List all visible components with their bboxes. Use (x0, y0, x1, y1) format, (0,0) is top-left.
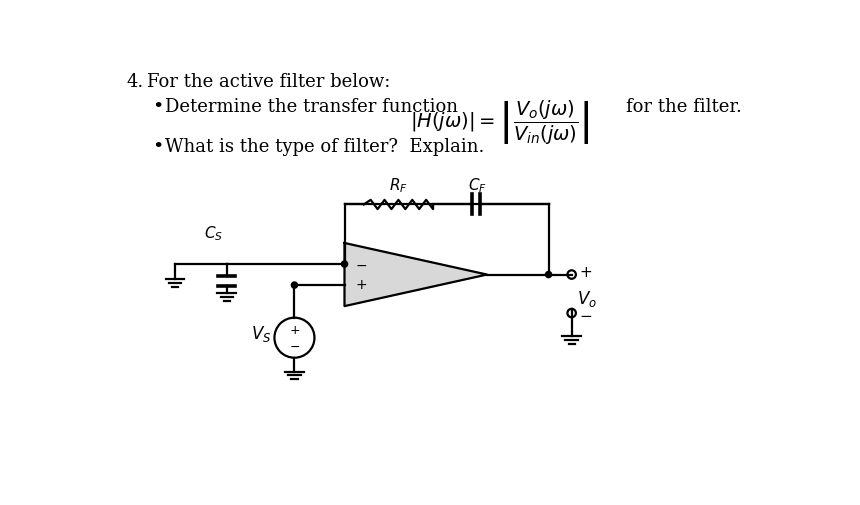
Text: $C_S$: $C_S$ (204, 224, 223, 243)
Text: For the active filter below:: For the active filter below: (146, 73, 390, 91)
Circle shape (292, 282, 298, 288)
Text: What is the type of filter?  Explain.: What is the type of filter? Explain. (165, 138, 484, 156)
Text: •: • (152, 138, 163, 156)
Circle shape (545, 272, 551, 278)
Text: $C_F$: $C_F$ (468, 176, 487, 194)
Text: 4.: 4. (126, 73, 144, 91)
Text: $+$: $+$ (355, 278, 367, 292)
Text: $+$: $+$ (579, 265, 592, 279)
Text: $+$: $+$ (289, 324, 300, 337)
Text: $V_o$: $V_o$ (577, 289, 597, 309)
Text: •: • (152, 98, 163, 116)
Polygon shape (345, 243, 487, 307)
Text: $-$: $-$ (579, 306, 592, 321)
Text: $V_S$: $V_S$ (251, 323, 272, 343)
Circle shape (341, 262, 347, 268)
Text: Determine the transfer function: Determine the transfer function (165, 98, 470, 116)
Text: $|H(j\omega)| = \left|\dfrac{V_o(j\omega)}{V_{in}(j\omega)}\right|$: $|H(j\omega)| = \left|\dfrac{V_o(j\omega… (410, 98, 590, 146)
Text: $R_F$: $R_F$ (389, 176, 408, 194)
Text: for the filter.: for the filter. (625, 98, 741, 116)
Text: $-$: $-$ (289, 339, 300, 352)
Text: $-$: $-$ (355, 258, 367, 272)
